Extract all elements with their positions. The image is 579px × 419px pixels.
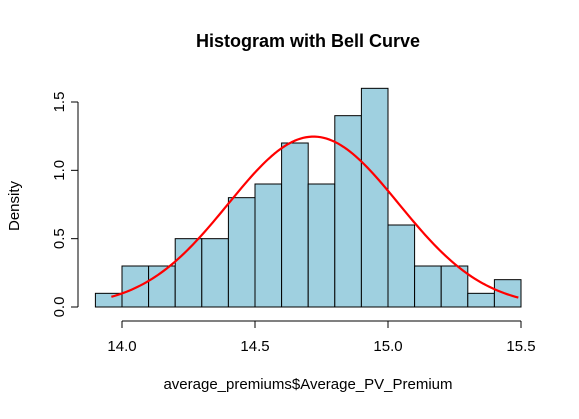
histogram-bar-9 (334, 115, 362, 308)
y-tick-label-0: 0.0 (51, 297, 68, 318)
x-tick-label-0: 14.0 (107, 338, 136, 355)
histogram-bar-1 (121, 265, 150, 308)
bell-curve-line (111, 135, 519, 299)
y-axis: 0.0 0.5 1.0 1.5 (51, 92, 79, 318)
histogram-bar-7 (281, 142, 309, 308)
x-axis-label: average_premiums$Average_PV_Premium (163, 376, 452, 393)
histogram-bar-14 (467, 292, 495, 308)
x-tick-label-2: 15.0 (373, 338, 402, 355)
histogram-bar-13 (440, 265, 469, 308)
y-axis-label: Density (6, 180, 23, 231)
histogram-bar-8 (307, 183, 336, 308)
histogram-bar-11 (387, 224, 416, 308)
histogram-bar-10 (360, 87, 389, 308)
y-tick-label-3: 1.5 (51, 92, 68, 113)
histogram-bar-4 (201, 238, 229, 308)
histogram-bar-5 (227, 197, 256, 308)
y-tick-label-1: 0.5 (51, 228, 68, 249)
x-tick-label-1: 14.5 (240, 338, 269, 355)
histogram-bar-12 (414, 265, 442, 308)
bell-curve-layer (111, 135, 519, 299)
histogram-bar-6 (254, 183, 283, 308)
histogram-bars (94, 87, 522, 308)
chart-title: Histogram with Bell Curve (196, 31, 420, 51)
x-tick-label-3: 15.5 (506, 338, 535, 355)
x-axis: 14.0 14.5 15.0 15.5 (107, 320, 536, 355)
y-tick-label-2: 1.0 (51, 160, 68, 181)
